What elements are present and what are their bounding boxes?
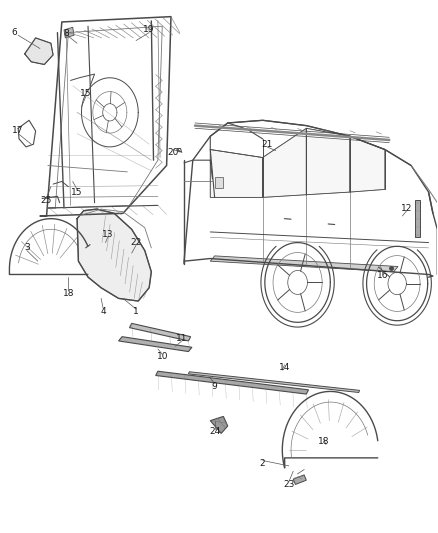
- Text: 17: 17: [12, 126, 24, 135]
- Text: 25: 25: [41, 196, 52, 205]
- Text: 9: 9: [212, 382, 218, 391]
- Text: 18: 18: [63, 288, 74, 297]
- Polygon shape: [210, 150, 263, 197]
- Text: 4: 4: [100, 307, 106, 316]
- Text: 21: 21: [261, 140, 273, 149]
- Text: 22: 22: [131, 238, 141, 247]
- Polygon shape: [263, 128, 306, 197]
- Polygon shape: [64, 27, 74, 38]
- Text: 19: 19: [143, 26, 155, 35]
- Text: 18: 18: [318, 438, 329, 447]
- Polygon shape: [210, 256, 398, 272]
- Text: 12: 12: [401, 204, 413, 213]
- Text: 8: 8: [64, 29, 69, 38]
- Polygon shape: [306, 128, 350, 195]
- Polygon shape: [350, 136, 385, 192]
- Polygon shape: [25, 38, 53, 64]
- Text: 6: 6: [11, 28, 17, 37]
- Text: 2: 2: [260, 459, 265, 467]
- Text: 13: 13: [102, 230, 113, 239]
- Text: 15: 15: [80, 89, 92, 98]
- Polygon shape: [210, 416, 228, 433]
- Polygon shape: [119, 337, 192, 352]
- Polygon shape: [77, 209, 151, 301]
- Polygon shape: [293, 475, 306, 484]
- Text: 11: 11: [176, 334, 187, 343]
- Text: 14: 14: [279, 363, 290, 372]
- Text: 3: 3: [24, 244, 30, 253]
- Text: 20: 20: [167, 148, 179, 157]
- Polygon shape: [130, 324, 191, 341]
- Text: 10: 10: [156, 352, 168, 361]
- Polygon shape: [416, 200, 420, 237]
- Polygon shape: [155, 371, 308, 394]
- Polygon shape: [215, 177, 223, 188]
- Text: 16: 16: [377, 271, 389, 280]
- Text: 1: 1: [133, 307, 139, 316]
- Text: 15: 15: [71, 188, 83, 197]
- Text: 23: 23: [283, 480, 294, 489]
- Text: 24: 24: [209, 427, 220, 436]
- Polygon shape: [188, 372, 360, 392]
